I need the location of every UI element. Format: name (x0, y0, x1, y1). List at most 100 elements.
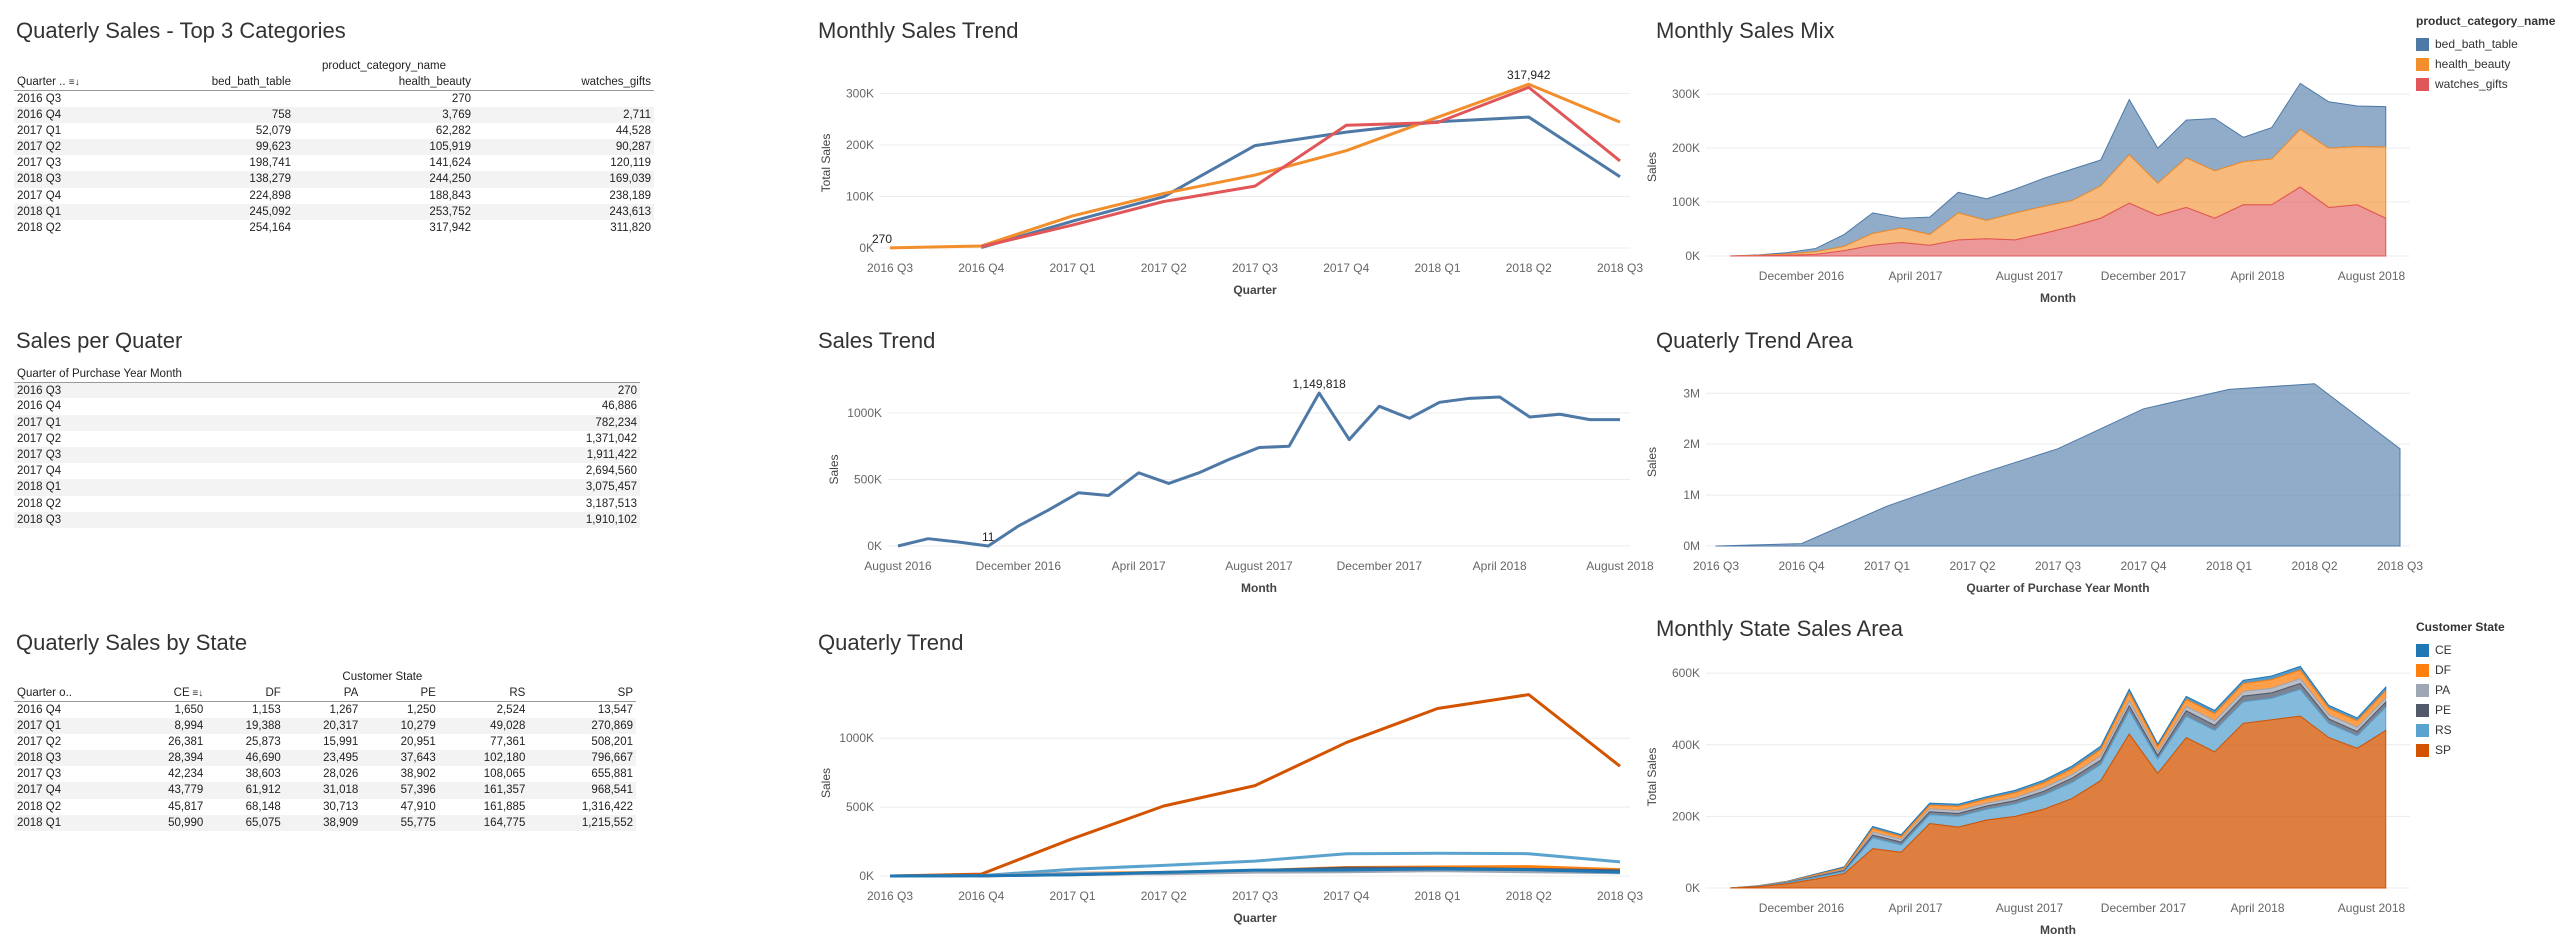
column-header: PA (283, 685, 362, 702)
x-tick-label: August 2016 (864, 559, 932, 573)
table-cell: 2017 Q1 (14, 717, 129, 734)
y-tick-label: 100K (1672, 195, 1700, 209)
table-cell (474, 90, 654, 106)
table-row: 2017 Q3 42,234 38,603 28,026 38,902 108,065 65… (14, 766, 636, 782)
sort-icon[interactable]: ≡↓ (189, 688, 204, 700)
series-line-PE[interactable] (889, 866, 1621, 878)
x-tick-label: April 2018 (1473, 559, 1527, 573)
legend-item[interactable]: health_beauty (2416, 54, 2555, 74)
table-cell: 3,187,513 (585, 497, 637, 510)
area-bed_bath_table[interactable] (1730, 82, 2387, 257)
series-line-health_beauty[interactable] (889, 82, 1621, 250)
x-tick-label: December 2017 (2101, 269, 2187, 283)
x-tick-label: 2016 Q4 (958, 261, 1004, 275)
legend-customer-state[interactable]: Customer State CE DF PA PE RS SP (2416, 620, 2505, 760)
legend-item[interactable]: RS (2416, 720, 2505, 740)
title-quarterly-trend: Quaterly Trend (818, 630, 964, 655)
x-tick-label: December 2016 (976, 559, 1062, 573)
table-cell: 61,912 (206, 782, 284, 799)
y-axis-label: Total Sales (1645, 748, 1659, 807)
table-cell: 2016 Q4 (17, 400, 62, 413)
table-sales-by-state: Customer State Quarter o.. CE ≡↓ DF PA PE RS S… (14, 669, 636, 831)
table-cell: 238,189 (609, 189, 651, 202)
column-header: watches_gifts (474, 74, 654, 91)
x-tick-label: 2017 Q4 (1323, 261, 1369, 275)
x-tick-label: 2017 Q1 (1864, 559, 1910, 573)
table-cell: 62,282 (435, 124, 471, 137)
table-cell: 270 (306, 382, 640, 399)
area-PE[interactable] (1730, 682, 2387, 889)
series-line-RS[interactable] (889, 851, 1621, 878)
table-cell: 20,951 (400, 735, 436, 748)
x-tick-label: August 2018 (2338, 901, 2406, 915)
table-row: 2017 Q2 1,371,042 (14, 431, 640, 447)
table-cell: 102,180 (438, 749, 529, 767)
area-sales[interactable] (1715, 383, 2401, 547)
legend-item[interactable]: bed_bath_table (2416, 34, 2555, 54)
table-cell: 2018 Q2 (17, 497, 62, 510)
legend-item[interactable]: SP (2416, 740, 2505, 760)
table-cell: 31,018 (283, 782, 362, 799)
y-tick-label: 600K (1672, 666, 1700, 680)
legend-item[interactable]: CE (2416, 640, 2505, 660)
area-SP[interactable] (1730, 715, 2387, 889)
table-row: 2017 Q4 43,779 61,912 31,018 57,396 161,357 96… (14, 782, 636, 799)
table-quarterly-top3: product_category_name Quarter .. ≡↓ bed_ba… (14, 58, 654, 236)
x-axis-label: Month (1241, 581, 1277, 595)
area-CE[interactable] (1730, 665, 2387, 889)
legend-title: product_category_name (2416, 14, 2556, 28)
c1-chart: 0K 100K 200K 300K 2016 Q3 2016 Q4 2017 Q1 2017 … (819, 68, 1643, 297)
table-cell: 164,775 (438, 814, 529, 831)
y-tick-label: 200K (846, 138, 874, 152)
legend-swatch (2416, 723, 2429, 737)
table-cell: 2,711 (474, 106, 654, 123)
legend-label: bed_bath_table (2435, 37, 2518, 51)
area-DF[interactable] (1730, 669, 2387, 889)
column-header: health_beauty (294, 74, 474, 91)
table-cell: 105,919 (294, 138, 474, 156)
table-cell: 44,528 (615, 124, 651, 137)
x-tick-label: August 2017 (1996, 901, 2064, 915)
series-line-bed_bath_table[interactable] (980, 115, 1621, 250)
y-tick-label: 1000K (847, 406, 882, 420)
table-column-header: Quarter o.. CE ≡↓ DF PA PE RS SP (14, 685, 636, 702)
area-RS[interactable] (1730, 688, 2387, 889)
area-health_beauty[interactable] (1730, 128, 2387, 257)
legend-item[interactable]: PA (2416, 680, 2505, 700)
table-cell: 37,643 (361, 749, 439, 767)
x-axis-label: Quarter (1233, 911, 1277, 925)
area-watches_gifts[interactable] (1730, 186, 2387, 257)
title-sales-trend: Sales Trend (818, 328, 936, 353)
legend-item[interactable]: watches_gifts (2416, 74, 2555, 94)
y-tick-label: 300K (846, 86, 874, 100)
column-header: RS (438, 685, 529, 702)
table-cell: 270 (451, 92, 471, 105)
table-cell: 2017 Q3 (14, 446, 307, 464)
table-cell: 38,603 (245, 768, 281, 781)
sort-icon[interactable]: ≡↓ (68, 77, 80, 89)
header-cell (14, 669, 129, 685)
x-tick-label: December 2017 (1337, 559, 1423, 573)
table-row: 2016 Q4 46,886 (14, 398, 640, 414)
series-line-CE[interactable] (889, 867, 1621, 878)
legend-item[interactable]: PE (2416, 700, 2505, 720)
x-tick-label: 2017 Q3 (1232, 889, 1278, 903)
series-line-sales[interactable] (897, 391, 1620, 548)
table-cell: 245,092 (114, 203, 294, 220)
x-tick-label: 2017 Q4 (2120, 559, 2166, 573)
area-PA[interactable] (1730, 677, 2387, 889)
x-tick-label: April 2017 (1888, 269, 1942, 283)
table-cell: 8,994 (128, 717, 207, 734)
y-tick-label: 300K (1672, 87, 1700, 101)
row-header: Quarter of Purchase Year Month (14, 366, 640, 383)
y-axis-label: Sales (819, 768, 833, 798)
column-header: bed_bath_table (114, 74, 294, 91)
series-line-PA[interactable] (889, 869, 1621, 878)
legend-item[interactable]: DF (2416, 660, 2505, 680)
series-line-DF[interactable] (889, 865, 1621, 878)
series-line-SP[interactable] (889, 693, 1621, 878)
table-cell: 1,153 (252, 703, 281, 716)
table-header-group: Customer State (14, 669, 636, 685)
series-line-watches_gifts[interactable] (980, 85, 1621, 249)
